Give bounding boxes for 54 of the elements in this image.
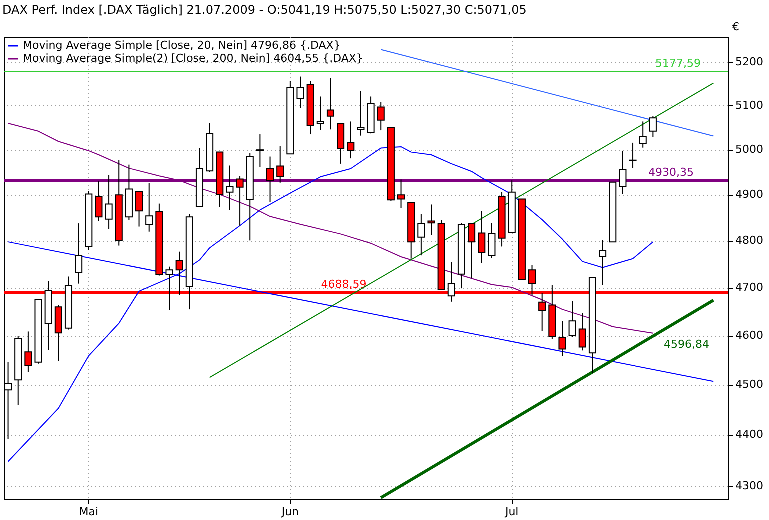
candlestick [448, 262, 456, 302]
candlestick [649, 116, 657, 138]
y-tick-label: 4800 [736, 234, 764, 248]
candlestick [619, 150, 627, 195]
x-tick-label: Jul [504, 506, 519, 518]
ref-line-label: 5177,59 [656, 56, 701, 70]
y-tick-label: 4500 [736, 378, 764, 392]
annotation: 4596,84 [664, 338, 710, 351]
y-tick-label: 4300 [736, 479, 764, 492]
x-tick-label: Mai [79, 506, 99, 518]
candlestick [418, 214, 426, 256]
legend-label: Moving Average Simple(2) [Close, 200, Nein] 4604,55 {.DAX} [23, 52, 364, 65]
candlestick [578, 312, 586, 352]
candlestick [377, 102, 385, 132]
y-tick-label: 4900 [736, 188, 764, 202]
candlestick [256, 134, 264, 168]
candlestick [478, 210, 486, 264]
candlestick [568, 300, 576, 338]
candlestick [397, 179, 406, 209]
candlestick [236, 176, 244, 226]
candlestick [276, 146, 284, 184]
candlestick [95, 181, 103, 222]
candlestick [105, 174, 113, 230]
candlestick [24, 331, 32, 373]
candlestick [558, 320, 566, 357]
candlestick [326, 78, 335, 130]
candlestick [629, 142, 637, 169]
candlestick [266, 156, 274, 203]
y-tick-label: 5200 [736, 56, 764, 69]
y-tick-label: 4400 [736, 428, 764, 442]
candlestick [136, 191, 144, 228]
ref-line-label: 4688,59 [321, 278, 367, 292]
y-tick-label: 4600 [736, 329, 764, 342]
y-tick-label: 5000 [736, 143, 764, 156]
chart-title: DAX Perf. Index [.DAX Täglich] 21.07.2009 - O:5041,19 H:5075,50 L:5027,30 C:5071,05 [2, 3, 527, 17]
candlestick [347, 121, 355, 160]
candlestick [146, 182, 154, 232]
ref-line-label: 4930,35 [648, 166, 694, 179]
candlestick [357, 90, 365, 136]
candlestick [226, 165, 234, 211]
legend-label: Moving Average Simple [Close, 20, Nein] 4796,86 {.DAX} [23, 39, 341, 52]
candlestick [428, 204, 436, 236]
candlestick [639, 121, 647, 148]
y-axis-title: € [732, 20, 740, 34]
x-tick-label: Jun [280, 506, 300, 518]
candlestick [296, 76, 304, 109]
y-tick-label: 4700 [736, 281, 764, 294]
candlestick [75, 223, 83, 284]
candlestick [468, 224, 476, 280]
candlestick [316, 96, 324, 131]
candlestick [488, 222, 496, 259]
candlestick [166, 266, 174, 311]
candlestick [599, 240, 607, 286]
y-tick-label: 5100 [736, 98, 764, 112]
